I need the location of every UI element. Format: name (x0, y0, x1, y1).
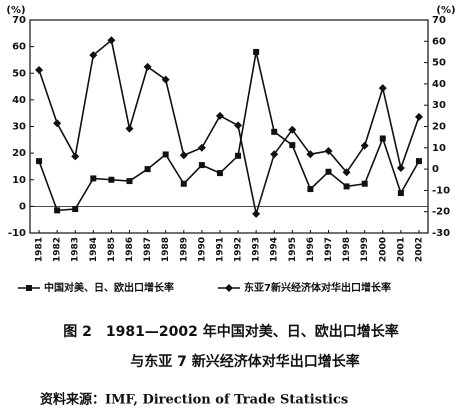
x-tick-label: 1998 (342, 237, 352, 262)
x-tick-label: 1991 (215, 237, 225, 262)
data-point (270, 150, 279, 159)
data-point (54, 207, 61, 214)
y-tick-label: 30 (12, 122, 26, 133)
source: 资料来源：IMF, Direction of Trade Statistics (40, 392, 348, 408)
x-tick-label: 1984 (89, 237, 99, 262)
y-tick-label: 0 (19, 201, 26, 212)
data-point (378, 84, 387, 93)
data-point (36, 158, 43, 165)
y2-tick-label: -10 (432, 185, 450, 196)
data-point (360, 141, 369, 150)
data-point (53, 119, 62, 128)
data-point (307, 186, 314, 193)
plot-frame (29, 19, 429, 234)
y2-tick-label: 20 (432, 122, 446, 133)
y-tick-label: 60 (12, 42, 26, 53)
caption-title: 图 2 1981—2002 年中国对美、日、欧出口增长率 (63, 323, 398, 340)
x-tick-label: 1985 (107, 237, 117, 262)
data-point (414, 112, 423, 121)
data-point (288, 125, 297, 134)
x-tick-label: 1999 (360, 237, 370, 262)
y-tick-label: 20 (12, 148, 26, 159)
data-point (143, 62, 152, 71)
y-tick-label: -10 (8, 228, 26, 239)
data-point (180, 180, 187, 187)
y2-tick-label: 30 (432, 100, 446, 111)
x-tick-label: 2001 (396, 237, 406, 262)
x-tick-label: 1990 (197, 237, 207, 262)
x-tick-label: 1992 (234, 237, 244, 262)
y2-tick-label: 50 (432, 58, 446, 69)
x-tick-label: 1989 (179, 237, 189, 262)
data-point (179, 151, 188, 160)
y2-tick-label: 70 (432, 15, 446, 26)
data-point (343, 183, 350, 190)
x-tick-label: 1997 (324, 237, 334, 262)
y2-tick-label: -20 (432, 207, 450, 218)
x-tick-label: 1996 (306, 237, 316, 262)
data-point (235, 152, 242, 159)
y-tick-label: 10 (12, 175, 26, 186)
data-point (252, 209, 261, 218)
series-line (38, 51, 420, 212)
data-point (361, 180, 368, 187)
y-axis-label: (%) (6, 5, 25, 16)
data-point (396, 164, 405, 173)
caption-subtitle: 与东亚 7 新兴经济体对华出口增长率 (130, 353, 360, 370)
legend-marker (225, 284, 233, 292)
data-point (198, 162, 205, 169)
data-point (289, 142, 296, 149)
x-tick-label: 1993 (252, 237, 262, 262)
y2-axis-label: (%) (436, 5, 455, 16)
data-point (306, 150, 315, 159)
x-tick-label: 2000 (378, 237, 388, 262)
x-tick-label: 1982 (53, 237, 63, 262)
x-tick-label: 1988 (161, 237, 171, 262)
y2-tick-label: 40 (432, 79, 446, 90)
y2-tick-label: 0 (432, 164, 439, 175)
data-point (89, 51, 98, 60)
data-point (161, 75, 170, 84)
data-point (379, 135, 386, 142)
legend-label: 中国对美、日、欧出口增长率 (44, 281, 174, 294)
y2-tick-label: -30 (432, 228, 450, 239)
y-tick-label: 70 (12, 15, 26, 26)
x-tick-label: 1986 (125, 237, 135, 262)
data-point (197, 143, 206, 152)
data-point (415, 158, 422, 165)
legend-label: 东亚7新兴经济体对华出口增长率 (244, 281, 391, 294)
legend-marker (26, 285, 32, 291)
data-point (216, 170, 223, 177)
data-point (125, 124, 134, 133)
y-tick-label: 50 (12, 68, 26, 79)
data-point (234, 121, 243, 130)
x-tick-label: 1995 (288, 237, 298, 262)
y2-tick-label: 60 (432, 36, 446, 47)
data-point (325, 168, 332, 175)
data-point (324, 146, 333, 155)
x-tick-label: 1983 (71, 237, 81, 262)
data-point (108, 176, 115, 183)
data-point (126, 178, 133, 185)
data-point (342, 168, 351, 177)
x-tick-label: 2002 (414, 237, 424, 262)
series-line (38, 38, 420, 215)
data-point (107, 36, 116, 45)
data-point (35, 66, 44, 75)
data-point (271, 128, 278, 135)
data-point (253, 48, 260, 55)
data-point (162, 151, 169, 158)
x-tick-label: 1994 (270, 237, 280, 262)
x-tick-label: 1987 (143, 237, 153, 262)
data-point (144, 166, 151, 173)
y2-tick-label: 10 (432, 143, 446, 154)
data-point (215, 111, 224, 120)
y-tick-label: 40 (12, 95, 26, 106)
data-point (72, 206, 79, 213)
x-tick-label: 1981 (35, 237, 45, 262)
data-point (397, 190, 404, 197)
data-point (90, 175, 97, 182)
data-point (71, 152, 80, 161)
